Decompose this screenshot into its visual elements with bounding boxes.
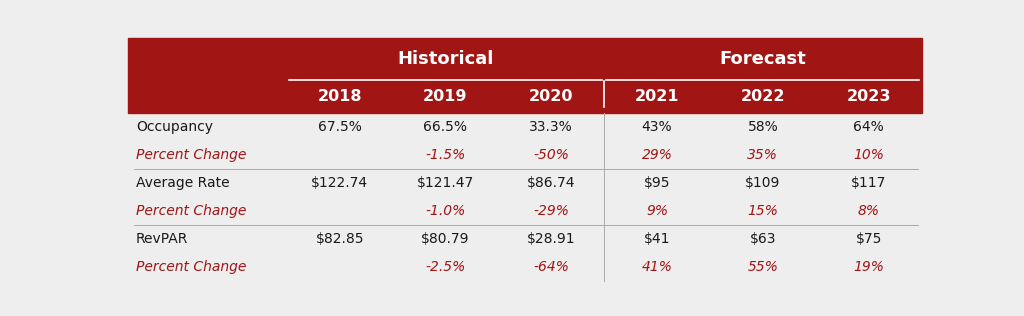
Text: $109: $109 — [745, 176, 780, 190]
Text: 10%: 10% — [853, 148, 884, 162]
Bar — [128, 225, 922, 253]
Text: 2019: 2019 — [423, 89, 468, 104]
Text: $75: $75 — [855, 232, 882, 246]
Text: 41%: 41% — [642, 260, 673, 274]
Text: 33.3%: 33.3% — [529, 120, 573, 134]
Text: $28.91: $28.91 — [527, 232, 575, 246]
Bar — [128, 169, 922, 197]
Text: -64%: -64% — [534, 260, 569, 274]
Text: 55%: 55% — [748, 260, 778, 274]
Text: 19%: 19% — [853, 260, 884, 274]
Text: $117: $117 — [851, 176, 887, 190]
Bar — [128, 112, 922, 141]
Text: $63: $63 — [750, 232, 776, 246]
Text: $41: $41 — [644, 232, 671, 246]
Text: Percent Change: Percent Change — [136, 148, 247, 162]
Bar — [128, 253, 922, 281]
Text: Average Rate: Average Rate — [136, 176, 229, 190]
Text: $80.79: $80.79 — [421, 232, 470, 246]
Text: 15%: 15% — [748, 204, 778, 218]
Text: 2021: 2021 — [635, 89, 679, 104]
Bar — [128, 141, 922, 169]
Text: 2018: 2018 — [317, 89, 361, 104]
Text: -1.5%: -1.5% — [425, 148, 466, 162]
Text: Percent Change: Percent Change — [136, 204, 247, 218]
Text: 66.5%: 66.5% — [424, 120, 467, 134]
Text: RevPAR: RevPAR — [136, 232, 188, 246]
Text: -1.0%: -1.0% — [425, 204, 466, 218]
Text: 2020: 2020 — [529, 89, 573, 104]
Bar — [128, 197, 922, 225]
Text: 9%: 9% — [646, 204, 668, 218]
Text: $122.74: $122.74 — [311, 176, 369, 190]
Text: -2.5%: -2.5% — [425, 260, 466, 274]
Text: 29%: 29% — [642, 148, 673, 162]
Text: Percent Change: Percent Change — [136, 260, 247, 274]
Text: 8%: 8% — [858, 204, 880, 218]
Text: Occupancy: Occupancy — [136, 120, 213, 134]
Text: 2023: 2023 — [847, 89, 891, 104]
Text: 67.5%: 67.5% — [317, 120, 361, 134]
Text: $95: $95 — [644, 176, 671, 190]
Text: 35%: 35% — [748, 148, 778, 162]
Text: $121.47: $121.47 — [417, 176, 474, 190]
Text: $86.74: $86.74 — [527, 176, 575, 190]
Text: -29%: -29% — [534, 204, 569, 218]
Text: 58%: 58% — [748, 120, 778, 134]
Text: 64%: 64% — [853, 120, 884, 134]
Text: $82.85: $82.85 — [315, 232, 364, 246]
Text: Historical: Historical — [397, 50, 494, 68]
Text: 2022: 2022 — [740, 89, 785, 104]
Text: Forecast: Forecast — [720, 50, 806, 68]
Bar — [128, 38, 922, 112]
Text: -50%: -50% — [534, 148, 569, 162]
Text: 43%: 43% — [642, 120, 673, 134]
